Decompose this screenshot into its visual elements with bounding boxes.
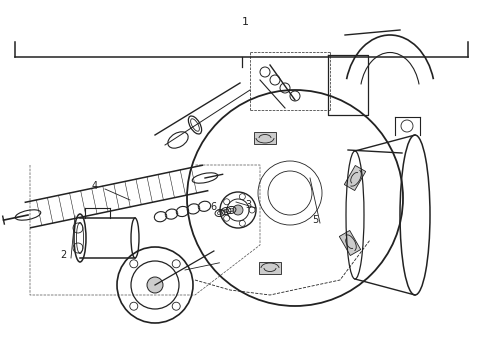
Polygon shape (254, 132, 276, 144)
Polygon shape (344, 166, 366, 190)
Text: 6: 6 (210, 202, 216, 212)
Text: 3: 3 (245, 200, 251, 210)
Circle shape (233, 205, 243, 215)
Text: 1: 1 (242, 17, 248, 27)
Polygon shape (259, 262, 281, 274)
Polygon shape (339, 230, 361, 256)
Text: 5: 5 (312, 215, 318, 225)
Text: 4: 4 (92, 181, 98, 191)
Circle shape (147, 277, 163, 293)
Text: 2: 2 (60, 250, 66, 260)
